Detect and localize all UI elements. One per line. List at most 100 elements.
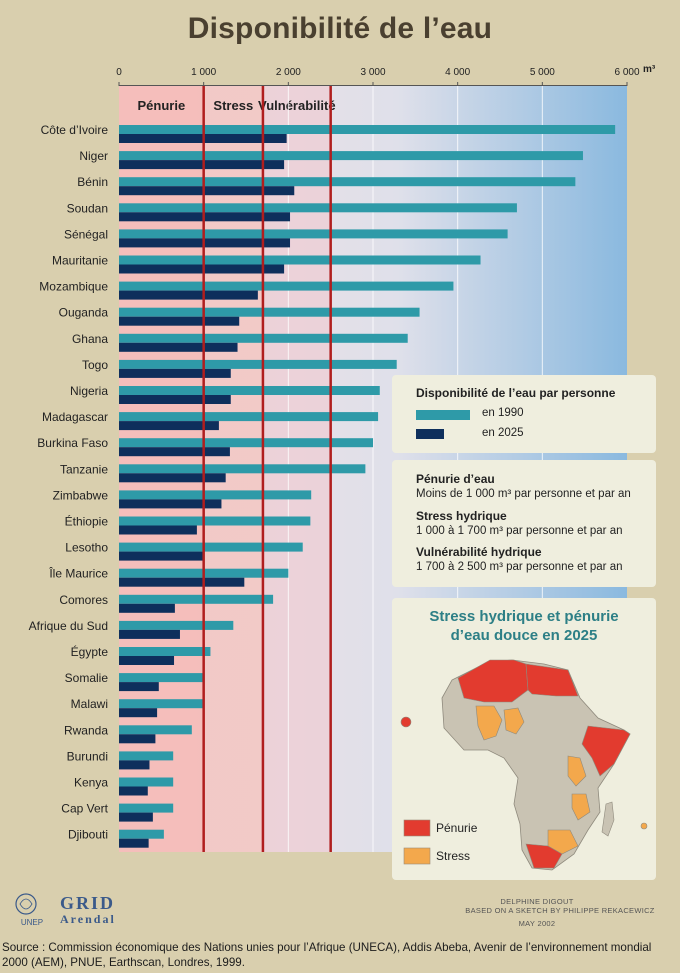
- bar-2025: [119, 551, 203, 561]
- map-legend-swatch-penurie: [403, 819, 431, 837]
- category-label: Cap Vert: [61, 802, 108, 816]
- bar-2025: [119, 186, 295, 196]
- bar-1990: [119, 177, 576, 187]
- bar-2025: [119, 734, 156, 744]
- credit-author: DELPHINE DIGOUT: [500, 897, 574, 906]
- category-label: Zimbabwe: [53, 488, 109, 502]
- bar-1990: [119, 594, 274, 604]
- bar-1990: [119, 751, 174, 761]
- category-label: Égypte: [71, 644, 109, 659]
- bar-1990: [119, 777, 174, 787]
- bar-1990: [119, 464, 366, 474]
- horn-penurie: [581, 725, 631, 777]
- bar-1990: [119, 647, 211, 656]
- category-label: Côte d’Ivoire: [41, 123, 109, 137]
- category-label: Sénégal: [64, 227, 108, 241]
- map-legend-penurie: Pénurie: [436, 821, 478, 835]
- definition-title-vulnerabilite: Vulnérabilité hydrique: [416, 545, 542, 559]
- bar-2025: [119, 838, 149, 848]
- map-title-line1: Stress hydrique et pénurie: [429, 608, 619, 625]
- bar-1990: [119, 386, 380, 395]
- north-africa-penurie: [457, 659, 529, 703]
- x-tick-label: 6 000: [614, 67, 639, 78]
- x-unit-label: m³: [643, 64, 656, 75]
- category-label: Burundi: [67, 749, 108, 763]
- bar-2025: [119, 160, 285, 170]
- bar-1990: [119, 281, 454, 291]
- grid-arendal-logo: GRID Arendal: [60, 893, 116, 927]
- x-tick-label: 4 000: [445, 67, 470, 78]
- category-label: Bénin: [77, 175, 108, 189]
- category-label: Mozambique: [39, 280, 108, 294]
- credit-date: MAY 2002: [518, 919, 556, 928]
- definition-title-stress: Stress hydrique: [416, 509, 507, 523]
- legend-swatch-1990: [416, 410, 470, 420]
- cap-vert-island: [400, 716, 412, 728]
- definition-title-penurie: Pénurie d’eau: [416, 472, 495, 486]
- category-label: Togo: [82, 358, 108, 372]
- south-africa-penurie: [525, 843, 563, 869]
- bar-1990: [119, 359, 397, 369]
- bar-1990: [119, 307, 420, 317]
- zone-label: Stress: [213, 98, 253, 113]
- bar-2025: [119, 682, 159, 692]
- east-africa-stress-2: [571, 793, 591, 821]
- category-label: Djibouti: [68, 828, 108, 842]
- x-tick-label: 1 000: [191, 67, 216, 78]
- grid-logo-text: GRID: [60, 893, 116, 913]
- bar-2025: [119, 316, 240, 326]
- category-label: Rwanda: [64, 723, 108, 737]
- category-label: Mauritanie: [52, 254, 108, 268]
- bars: [119, 125, 616, 848]
- category-label: Ouganda: [59, 306, 109, 320]
- bar-2025: [119, 708, 158, 718]
- category-label: Ghana: [72, 332, 108, 346]
- bar-2025: [119, 577, 245, 587]
- bar-2025: [119, 290, 258, 300]
- bar-2025: [119, 499, 222, 509]
- zone-label: Vulnérabilité: [258, 98, 336, 113]
- category-label: Lesotho: [65, 541, 108, 555]
- category-label: Afrique du Sud: [29, 619, 108, 633]
- definition-text-stress: 1 000 à 1 700 m³ par personne et par an: [416, 525, 623, 537]
- bar-2025: [119, 395, 231, 404]
- bar-2025: [119, 421, 219, 431]
- bar-2025: [119, 525, 197, 535]
- bar-1990: [119, 699, 203, 709]
- bar-1990: [119, 829, 164, 839]
- bar-2025: [119, 447, 230, 457]
- category-label: Nigeria: [70, 384, 108, 398]
- category-label: Soudan: [67, 201, 108, 215]
- bar-1990: [119, 203, 517, 213]
- bar-2025: [119, 629, 180, 639]
- legend-title: Disponibilité de l’eau par personne: [416, 386, 616, 400]
- category-label: Madagascar: [42, 410, 108, 424]
- category-label: Tanzanie: [60, 462, 108, 476]
- page-title: Disponibilité de l’eau: [187, 12, 493, 45]
- bar-1990: [119, 725, 192, 735]
- category-label: Burkina Faso: [37, 436, 108, 450]
- map-legend-stress: Stress: [436, 849, 471, 863]
- category-label: Malawi: [71, 697, 108, 711]
- arendal-logo-text: Arendal: [60, 912, 116, 926]
- bar-1990: [119, 151, 583, 161]
- bar-2025: [119, 603, 175, 613]
- legend-swatch-2025: [416, 429, 444, 439]
- bar-1990: [119, 542, 303, 552]
- legend-box: Disponibilité de l’eau par personne en 1…: [392, 375, 656, 453]
- category-label: Éthiopie: [65, 514, 109, 529]
- bar-1990: [119, 125, 616, 134]
- definition-text-penurie: Moins de 1 000 m³ par personne et par an: [416, 488, 631, 500]
- bar-1990: [119, 620, 234, 630]
- category-label: Comores: [59, 593, 108, 607]
- map-legend-swatch-stress: [403, 847, 431, 865]
- bar-1990: [119, 255, 481, 265]
- bar-1990: [119, 516, 311, 526]
- x-tick-label: 5 000: [530, 67, 555, 78]
- legend-label-1990: en 1990: [482, 407, 524, 419]
- east-africa-stress: [567, 755, 587, 787]
- category-labels: Côte d’Ivoire Niger Bénin Soudan Sénégal Maur…: [29, 123, 109, 842]
- bar-2025: [119, 368, 231, 378]
- map-title-line2: d’eau douce en 2025: [450, 627, 598, 644]
- bar-2025: [119, 760, 150, 770]
